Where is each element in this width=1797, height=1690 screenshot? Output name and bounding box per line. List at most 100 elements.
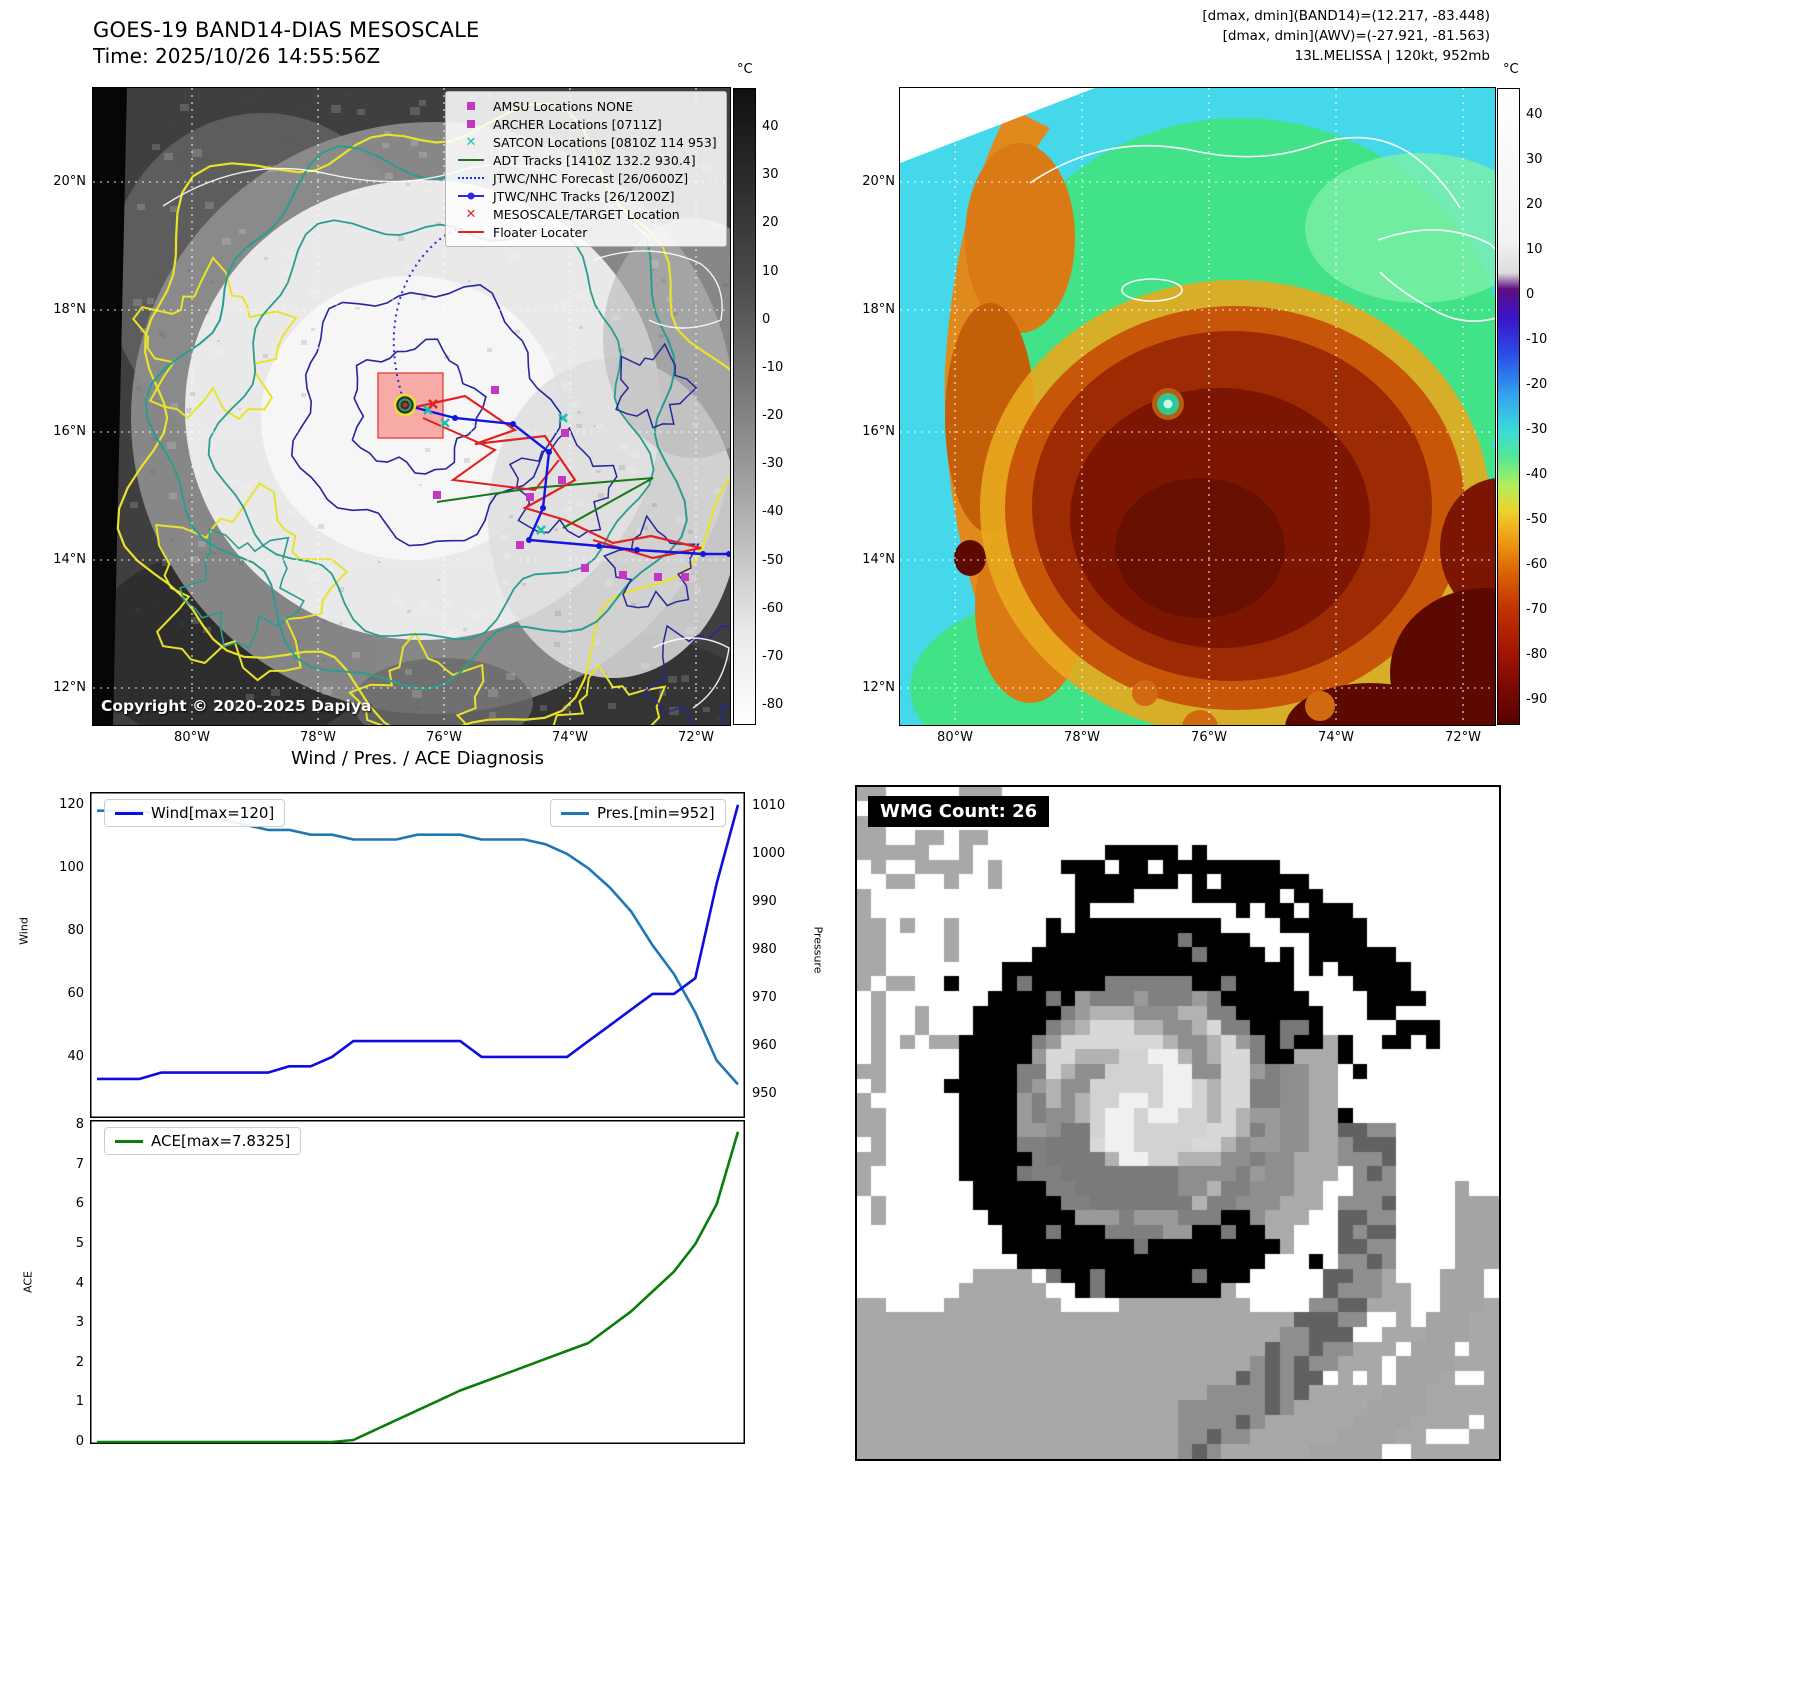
band14-colorbar-tick: -40 bbox=[762, 504, 784, 520]
awv-map bbox=[899, 87, 1496, 726]
band14-colorbar-tick: -10 bbox=[762, 359, 784, 375]
awv-lon-tick: 78°W bbox=[1064, 730, 1100, 745]
wind-axis-tick: 60 bbox=[67, 985, 84, 1001]
legend-item: ✕ SATCON Locations [0810Z 114 953] bbox=[448, 133, 724, 151]
awv-lat-tick: 12°N bbox=[862, 680, 895, 695]
wind-axis-tick: 120 bbox=[59, 796, 84, 812]
band14-colorbar-tick: 20 bbox=[762, 215, 779, 231]
band14-lat-tick: 20°N bbox=[53, 174, 86, 189]
pressure-line-sample bbox=[561, 811, 589, 815]
awv-colorbar-tick: -10 bbox=[1526, 332, 1548, 347]
legend-label: MESOSCALE/TARGET Location bbox=[493, 206, 680, 222]
ace-axis-label: ACE bbox=[21, 1271, 35, 1293]
magenta-square-icon bbox=[456, 99, 486, 113]
legend-label: ARCHER Locations [0711Z] bbox=[493, 116, 662, 132]
awv-coastlines bbox=[1029, 136, 1495, 322]
storm-tracks bbox=[392, 227, 730, 581]
band14-lon-tick: 78°W bbox=[300, 730, 336, 745]
awv-colorbar-tick: -30 bbox=[1526, 422, 1548, 437]
legend-label: JTWC/NHC Forecast [26/0600Z] bbox=[493, 170, 689, 186]
legend-item: JTWC/NHC Forecast [26/0600Z] bbox=[448, 169, 724, 187]
pressure-axis-tick: 950 bbox=[752, 1085, 777, 1101]
red-x-icon: ✕ bbox=[465, 206, 477, 222]
legend-label: ADT Tracks [1410Z 132.2 930.4] bbox=[493, 152, 696, 168]
band14-colorbar-unit: °C bbox=[737, 62, 753, 77]
band14-subtitle: Time: 2025/10/26 14:55:56Z bbox=[93, 44, 381, 68]
awv-lon-tick: 76°W bbox=[1191, 730, 1227, 745]
wmg-panel bbox=[855, 785, 1501, 1461]
awv-imagery bbox=[900, 88, 1495, 725]
awv-colorbar-tick: 40 bbox=[1526, 107, 1543, 122]
awv-colorbar-tick: -60 bbox=[1526, 557, 1548, 572]
pressure-axis-tick: 1000 bbox=[752, 845, 786, 861]
storm-eye bbox=[393, 393, 417, 417]
legend-label: SATCON Locations [0810Z 114 953] bbox=[493, 134, 717, 150]
awv-header: [dmax, dmin](BAND14)=(12.217, -83.448) [… bbox=[897, 6, 1490, 66]
legend-label: AMSU Locations NONE bbox=[493, 98, 634, 114]
awv-colorbar-tick: 0 bbox=[1526, 287, 1535, 302]
pressure-axis-tick: 990 bbox=[752, 893, 777, 909]
band14-lon-tick: 80°W bbox=[174, 730, 210, 745]
band14-colorbar-tick: -30 bbox=[762, 456, 784, 472]
band14-lat-tick: 16°N bbox=[53, 424, 86, 439]
dmax-dmin-band14: [dmax, dmin](BAND14)=(12.217, -83.448) bbox=[1202, 8, 1490, 24]
wind-axis-label: Wind bbox=[17, 917, 31, 945]
wmg-pixel-image bbox=[857, 787, 1499, 1459]
copyright-watermark: Copyright © 2020-2025 Dapiya bbox=[101, 697, 372, 715]
storm-id-intensity: 13L.MELISSA | 120kt, 952mb bbox=[1294, 48, 1490, 64]
awv-colorbar bbox=[1497, 88, 1520, 725]
awv-colorbar-tick: 20 bbox=[1526, 197, 1543, 212]
awv-lat-tick: 18°N bbox=[862, 302, 895, 317]
legend-item: JTWC/NHC Tracks [26/1200Z] bbox=[448, 187, 724, 205]
band14-legend: AMSU Locations NONE ARCHER Locations [071… bbox=[445, 91, 727, 247]
wind-line-sample bbox=[115, 811, 143, 815]
band14-lat-tick: 12°N bbox=[53, 680, 86, 695]
wind-legend-box: Wind[max=120] bbox=[104, 799, 286, 827]
blue-line-dot-icon bbox=[456, 189, 486, 203]
band14-colorbar-tick: -20 bbox=[762, 408, 784, 424]
scan-edge bbox=[93, 88, 127, 725]
pressure-axis-tick: 970 bbox=[752, 989, 777, 1005]
band14-colorbar-tick: -60 bbox=[762, 600, 784, 616]
pressure-axis-label: Pressure bbox=[811, 926, 825, 974]
legend-item: ARCHER Locations [0711Z] bbox=[448, 115, 724, 133]
band14-colorbar bbox=[733, 88, 756, 725]
magenta-square-icon bbox=[456, 117, 486, 131]
awv-lat-tick: 20°N bbox=[862, 174, 895, 189]
blue-dotted-icon bbox=[456, 171, 486, 185]
wind-axis-tick: 40 bbox=[67, 1048, 84, 1064]
band14-lat-tick: 14°N bbox=[53, 552, 86, 567]
ace-axis-tick: 8 bbox=[75, 1117, 84, 1133]
pressure-axis-tick: 1010 bbox=[752, 797, 786, 813]
legend-label: Floater Locater bbox=[493, 224, 588, 240]
pressure-legend-label: Pres.[min=952] bbox=[597, 804, 715, 822]
band14-lon-tick: 72°W bbox=[678, 730, 714, 745]
pressure-axis-tick: 960 bbox=[752, 1037, 777, 1053]
wind-axis-tick: 80 bbox=[67, 922, 84, 938]
band14-lon-tick: 76°W bbox=[426, 730, 462, 745]
band14-colorbar-tick: -50 bbox=[762, 552, 784, 568]
diagnosis-title: Wind / Pres. / ACE Diagnosis bbox=[290, 748, 545, 769]
ace-axis-tick: 1 bbox=[75, 1394, 84, 1410]
band14-lon-tick: 74°W bbox=[552, 730, 588, 745]
band14-colorbar-tick: 30 bbox=[762, 167, 779, 183]
awv-colorbar-tick: -40 bbox=[1526, 467, 1548, 482]
wind-pressure-chart bbox=[90, 792, 745, 1118]
awv-colorbar-tick: 30 bbox=[1526, 152, 1543, 167]
dmax-dmin-awv: [dmax, dmin](AWV)=(-27.921, -81.563) bbox=[1222, 28, 1490, 44]
awv-colorbar-tick: 10 bbox=[1526, 242, 1543, 257]
ace-axis-tick: 3 bbox=[75, 1315, 84, 1331]
awv-lat-tick: 16°N bbox=[862, 424, 895, 439]
awv-graticule bbox=[900, 88, 1495, 725]
band14-lat-tick: 18°N bbox=[53, 302, 86, 317]
ace-chart bbox=[90, 1120, 745, 1444]
band14-colorbar-tick: -80 bbox=[762, 697, 784, 713]
band14-colorbar-tick: -70 bbox=[762, 648, 784, 664]
ace-axis-tick: 7 bbox=[75, 1156, 84, 1172]
ace-line-sample bbox=[115, 1139, 143, 1143]
legend-label: JTWC/NHC Tracks [26/1200Z] bbox=[493, 188, 675, 204]
awv-storm-eye bbox=[1152, 388, 1184, 420]
red-line-icon bbox=[456, 225, 486, 239]
cyan-x-icon: ✕ bbox=[465, 134, 477, 150]
